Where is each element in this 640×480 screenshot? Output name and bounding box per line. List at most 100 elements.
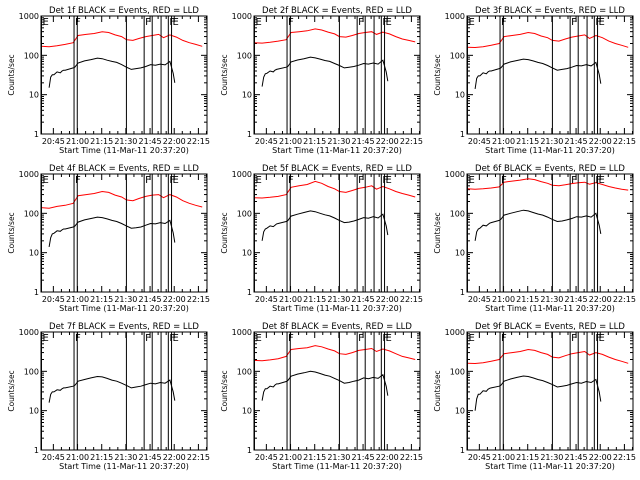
panel-8: Det 8f BLACK = Events, RED = LLD 1 10 100 10… — [220, 322, 423, 471]
x-tick-label: 20:45 — [468, 137, 491, 146]
marker-label: F — [595, 17, 601, 28]
marker-label: E — [599, 175, 605, 186]
marker-label: E — [255, 175, 261, 186]
y-tick-label: 1000 — [19, 328, 39, 337]
marker-label: E — [468, 333, 474, 344]
x-tick-label: 21:45 — [565, 137, 588, 146]
x-tick-label: 21:00 — [492, 137, 515, 146]
lld-series-line — [40, 31, 203, 48]
y-tick-label: 100 — [237, 51, 252, 60]
events-series-line — [261, 56, 389, 87]
panel-title: Det 1f BLACK = Events, RED = LLD — [49, 6, 199, 16]
y-tick-label: 100 — [450, 51, 465, 60]
panel-title: Det 8f BLACK = Events, RED = LLD — [262, 322, 412, 332]
x-tick-label: 22:00 — [589, 295, 612, 304]
x-tick-label: 20:45 — [255, 137, 278, 146]
y-tick-label: 1 — [34, 288, 39, 297]
y-tick-label: 10 — [455, 249, 465, 258]
y-tick-label: 1000 — [232, 328, 252, 337]
marker-label: E — [173, 17, 179, 28]
marker-label: E — [255, 333, 261, 344]
marker-label: F — [288, 175, 294, 186]
marker-label: F — [595, 333, 601, 344]
x-tick-label: 21:30 — [327, 295, 350, 304]
plot-frame — [253, 15, 421, 135]
y-tick-label: 100 — [450, 209, 465, 218]
x-tick-label: 21:30 — [327, 137, 350, 146]
x-tick-label: 21:00 — [279, 453, 302, 462]
x-axis-label: Start Time (11-Mar-11 20:37:20) — [59, 304, 189, 313]
marker-label: F — [75, 17, 81, 28]
marker-label: E — [386, 175, 392, 186]
x-tick-label: 22:00 — [376, 295, 399, 304]
x-axis-label: Start Time (11-Mar-11 20:37:20) — [272, 462, 402, 471]
marker-label: E — [42, 17, 48, 28]
y-tick-label: 10 — [455, 91, 465, 100]
x-tick-label: 22:00 — [589, 137, 612, 146]
marker-label: E — [468, 175, 474, 186]
y-tick-label: 1000 — [232, 12, 252, 21]
panel-9: Det 9f BLACK = Events, RED = LLD 1 10 100 10… — [433, 322, 636, 471]
marker-label: E — [173, 175, 179, 186]
y-tick-label: 100 — [24, 51, 39, 60]
marker-label: E — [42, 333, 48, 344]
panel-title: Det 3f BLACK = Events, RED = LLD — [475, 6, 625, 16]
marker-label: E — [468, 17, 474, 28]
x-tick-label: 21:30 — [327, 453, 350, 462]
panel-title: Det 9f BLACK = Events, RED = LLD — [475, 322, 625, 332]
x-tick-label: 21:45 — [139, 137, 162, 146]
marker-label: E — [42, 175, 48, 186]
x-tick-label: 21:45 — [565, 295, 588, 304]
marker-label: F — [145, 333, 151, 344]
x-tick-label: 21:45 — [352, 137, 375, 146]
x-tick-label: 21:30 — [114, 295, 137, 304]
x-axis-label: Start Time (11-Mar-11 20:37:20) — [485, 146, 615, 155]
y-axis-label: Counts/sec — [220, 54, 229, 95]
y-axis-label: Counts/sec — [220, 370, 229, 411]
x-tick-label: 22:15 — [187, 137, 210, 146]
panel-7: Det 7f BLACK = Events, RED = LLD 1 10 100 10… — [7, 322, 210, 471]
panel-title: Det 5f BLACK = Events, RED = LLD — [262, 164, 412, 174]
events-series-line — [261, 210, 389, 241]
x-tick-label: 21:15 — [303, 295, 326, 304]
y-tick-label: 1 — [247, 288, 252, 297]
x-tick-label: 22:15 — [613, 295, 636, 304]
x-tick-label: 21:30 — [540, 137, 563, 146]
marker-label: F — [571, 333, 577, 344]
plot-frame — [466, 15, 634, 135]
y-tick-label: 100 — [450, 367, 465, 376]
panel-4: Det 4f BLACK = Events, RED = LLD 1 10 100 10… — [7, 164, 210, 313]
panel-title: Det 2f BLACK = Events, RED = LLD — [262, 6, 412, 16]
y-tick-label: 1000 — [19, 170, 39, 179]
y-tick-label: 10 — [29, 407, 39, 416]
marker-label: F — [288, 17, 294, 28]
y-axis-label: Counts/sec — [7, 370, 16, 411]
y-tick-label: 1000 — [445, 328, 465, 337]
y-axis-label: Counts/sec — [7, 212, 16, 253]
x-tick-label: 21:45 — [565, 453, 588, 462]
marker-label: F — [169, 333, 175, 344]
marker-label: F — [501, 175, 507, 186]
lld-series-line — [466, 31, 629, 49]
y-tick-label: 10 — [242, 407, 252, 416]
events-series-line — [48, 57, 176, 88]
x-tick-label: 22:00 — [589, 453, 612, 462]
panel-1: Det 1f BLACK = Events, RED = LLD 1 10 100 10… — [7, 6, 210, 155]
plot-frame — [40, 331, 208, 451]
lld-series-line — [253, 345, 416, 362]
events-series-line — [474, 58, 602, 89]
y-tick-label: 1 — [460, 130, 465, 139]
x-tick-label: 22:15 — [400, 453, 423, 462]
x-tick-label: 21:00 — [279, 137, 302, 146]
panel-6: Det 6f BLACK = Events, RED = LLD 1 10 100 10… — [433, 164, 636, 313]
lld-series-line — [40, 190, 203, 209]
x-axis-label: Start Time (11-Mar-11 20:37:20) — [59, 462, 189, 471]
x-tick-label: 21:45 — [352, 453, 375, 462]
marker-label: F — [145, 17, 151, 28]
events-series-line — [261, 370, 389, 401]
panel-title: Det 7f BLACK = Events, RED = LLD — [49, 322, 199, 332]
plot-frame — [40, 15, 208, 135]
x-tick-label: 21:00 — [66, 453, 89, 462]
x-tick-label: 22:15 — [613, 453, 636, 462]
y-tick-label: 100 — [24, 367, 39, 376]
